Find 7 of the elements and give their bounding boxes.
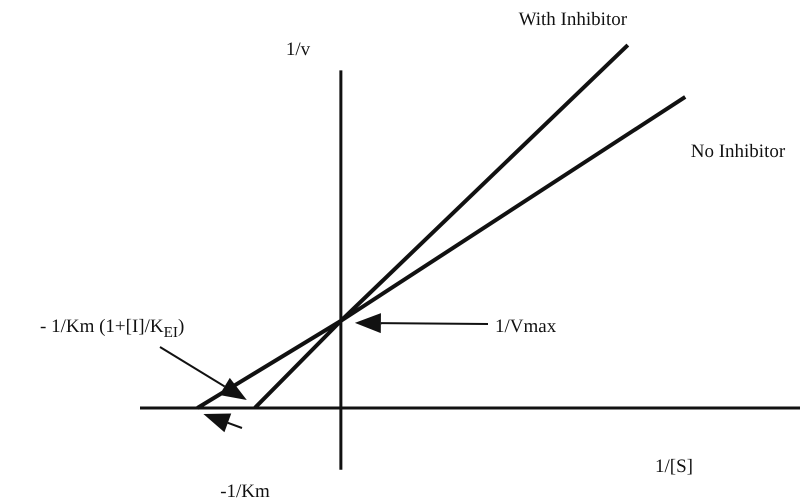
annotation: - 1/Km (1+[I]/K$_{EI}$)	[40, 316, 184, 340]
annotation: 1/Vmax	[495, 316, 557, 337]
text: No Inhibitor	[690, 140, 786, 162]
x-axis-title: 1/[S]	[655, 456, 693, 477]
series-label: With Inhibitor	[518, 9, 628, 30]
text: -1/Km	[220, 481, 270, 502]
y-axis-title: 1/v	[286, 39, 311, 60]
